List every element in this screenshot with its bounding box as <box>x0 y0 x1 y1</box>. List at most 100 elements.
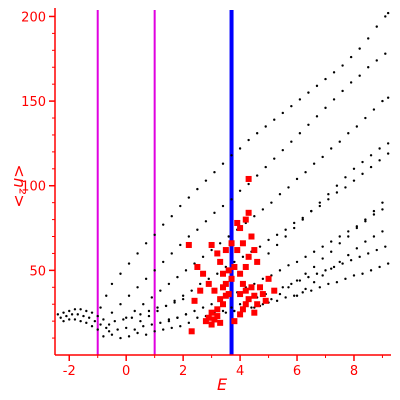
data-point <box>85 321 88 325</box>
data-point <box>312 265 316 269</box>
data-point <box>361 272 364 275</box>
data-point <box>386 142 390 145</box>
data-point <box>292 221 296 225</box>
data-point <box>321 245 324 248</box>
data-point <box>242 263 249 270</box>
data-point <box>261 277 265 281</box>
data-point <box>147 314 151 318</box>
data-point <box>251 247 258 254</box>
data-point <box>90 325 94 328</box>
data-point <box>332 71 336 74</box>
data-point <box>318 204 322 208</box>
data-point <box>73 318 77 321</box>
vertical-marker-lines <box>96 10 234 355</box>
data-point <box>136 331 139 335</box>
data-point <box>386 152 390 155</box>
data-point <box>312 162 316 165</box>
data-point <box>258 245 262 248</box>
data-point <box>200 270 207 277</box>
data-point <box>136 252 139 255</box>
data-point <box>257 284 264 291</box>
y-tick-label: 200 <box>21 10 46 25</box>
data-point <box>284 228 287 231</box>
data-point <box>378 147 381 150</box>
data-point <box>369 154 373 157</box>
data-point <box>338 260 341 264</box>
data-point <box>184 313 188 316</box>
data-point <box>267 252 270 255</box>
y-tick-label: 50 <box>29 264 46 279</box>
data-point <box>381 208 384 211</box>
data-point <box>144 277 148 281</box>
data-point <box>384 52 387 55</box>
data-point <box>234 247 241 254</box>
data-point <box>330 240 333 243</box>
series-0 <box>56 11 390 340</box>
data-point <box>211 316 218 323</box>
data-point <box>237 311 244 318</box>
data-point <box>295 294 299 297</box>
data-point <box>381 201 384 204</box>
data-point <box>204 179 208 182</box>
data-point <box>238 147 242 150</box>
data-point <box>307 275 310 279</box>
data-point <box>292 294 296 297</box>
data-point <box>102 335 105 338</box>
data-point <box>124 326 128 330</box>
data-point <box>344 277 347 281</box>
data-point <box>254 301 261 308</box>
data-point <box>119 272 122 275</box>
data-point <box>225 291 232 298</box>
data-point <box>352 179 356 182</box>
data-point <box>204 220 208 223</box>
data-point <box>364 220 367 223</box>
data-point <box>278 269 282 272</box>
data-point <box>87 316 91 319</box>
data-point <box>167 319 171 323</box>
x-axis-label: E <box>217 375 228 394</box>
data-point <box>127 335 131 338</box>
data-point <box>208 309 215 316</box>
data-point <box>369 165 373 169</box>
data-point <box>237 270 244 277</box>
data-point <box>107 323 111 326</box>
data-point <box>298 279 302 282</box>
data-point <box>205 280 212 287</box>
axes <box>54 8 391 356</box>
data-point <box>375 248 378 252</box>
data-point <box>239 240 246 247</box>
data-point <box>56 313 60 316</box>
data-point <box>278 192 282 196</box>
data-point <box>150 323 154 326</box>
data-point <box>142 325 145 328</box>
data-point <box>144 242 148 245</box>
data-point <box>230 306 233 309</box>
data-point <box>344 186 347 189</box>
data-point <box>261 208 265 211</box>
x-tick-label: 0 <box>122 364 130 379</box>
data-point <box>237 291 244 298</box>
data-point <box>231 318 238 325</box>
data-point <box>298 98 302 101</box>
data-point <box>242 301 249 308</box>
data-point <box>144 333 148 336</box>
data-point <box>349 55 353 59</box>
data-point <box>255 174 259 177</box>
series-1 <box>185 175 278 335</box>
data-point <box>349 81 353 84</box>
data-point <box>76 313 79 316</box>
data-point <box>170 215 173 218</box>
data-point <box>184 269 188 272</box>
x-tick-label: 2 <box>179 364 187 379</box>
data-point <box>332 265 336 269</box>
data-point <box>230 154 233 157</box>
data-point <box>127 294 131 297</box>
data-point <box>156 309 159 313</box>
data-point <box>275 243 279 247</box>
data-point <box>85 309 88 313</box>
data-point <box>190 289 193 292</box>
data-point <box>341 262 344 265</box>
data-point <box>247 182 250 186</box>
data-point <box>355 247 359 250</box>
data-point <box>179 243 182 247</box>
